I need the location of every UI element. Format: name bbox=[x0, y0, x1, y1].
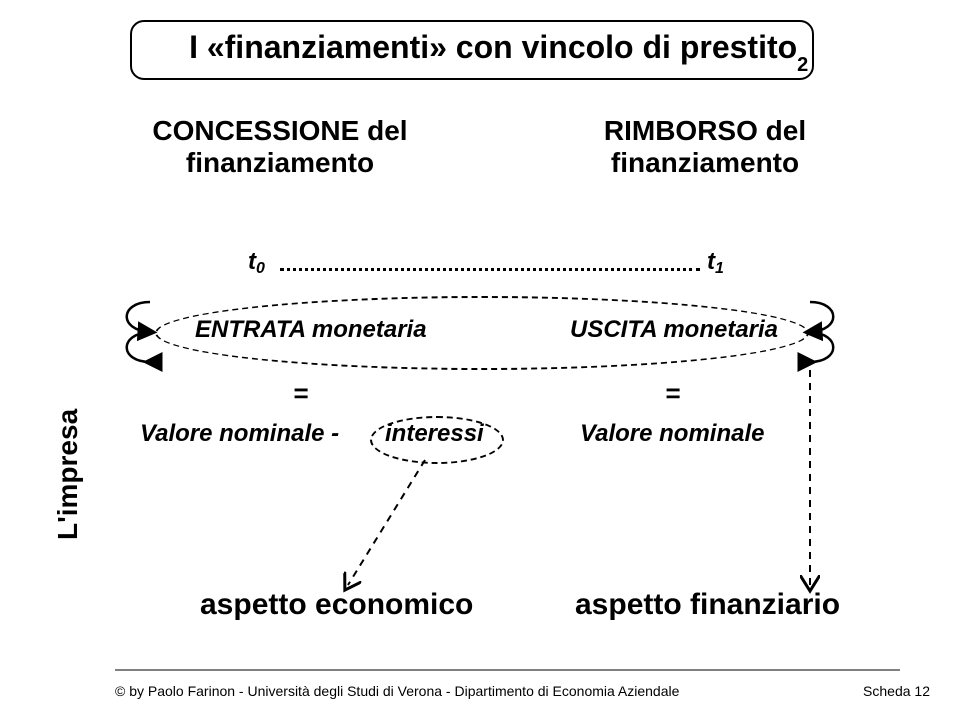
right-header-line1: RIMBORSO del bbox=[545, 115, 865, 147]
title-main: I «finanziamenti» con vincolo di prestit… bbox=[189, 29, 797, 65]
t1-label: t1 bbox=[707, 248, 724, 276]
slide-title: I «finanziamenti» con vincolo di prestit… bbox=[136, 0, 809, 108]
right-header-line2: finanziamento bbox=[545, 147, 865, 179]
t0-label: t0 bbox=[248, 248, 265, 276]
t1-sub: 1 bbox=[715, 260, 724, 277]
footer-left: © by Paolo Farinon - Università degli St… bbox=[115, 683, 679, 699]
valore-nominale-left: Valore nominale - bbox=[140, 420, 339, 448]
t1-sym: t bbox=[707, 248, 715, 275]
uscita-text: USCITA monetaria bbox=[570, 316, 778, 344]
aspetto-economico: aspetto economico bbox=[200, 588, 473, 622]
interessi-ellipse bbox=[370, 416, 504, 464]
left-header-line2: finanziamento bbox=[120, 147, 440, 179]
title-box: I «finanziamenti» con vincolo di prestit… bbox=[130, 20, 814, 80]
right-column-header: RIMBORSO del finanziamento bbox=[545, 115, 865, 179]
entrata-text: ENTRATA monetaria bbox=[195, 316, 427, 344]
valore-nominale-right: Valore nominale bbox=[580, 420, 765, 448]
equals-left: = bbox=[293, 378, 308, 409]
slide-stage: I «finanziamenti» con vincolo di prestit… bbox=[0, 0, 960, 713]
equals-right: = bbox=[665, 378, 680, 409]
left-column-header: CONCESSIONE del finanziamento bbox=[120, 115, 440, 179]
left-header-line1: CONCESSIONE del bbox=[120, 115, 440, 147]
right-cycle-icon bbox=[810, 302, 833, 362]
title-subscript: 2 bbox=[797, 54, 808, 76]
t0-sym: t bbox=[248, 248, 256, 275]
t0-sub: 0 bbox=[256, 260, 265, 277]
left-cycle-icon bbox=[127, 302, 150, 362]
aspetto-finanziario: aspetto finanziario bbox=[575, 588, 840, 622]
footer-right: Scheda 12 bbox=[863, 683, 930, 699]
side-label-limpresa: L'impresa bbox=[52, 409, 84, 540]
dash-arrow-economico bbox=[348, 460, 425, 585]
timeline-dots bbox=[280, 268, 700, 271]
